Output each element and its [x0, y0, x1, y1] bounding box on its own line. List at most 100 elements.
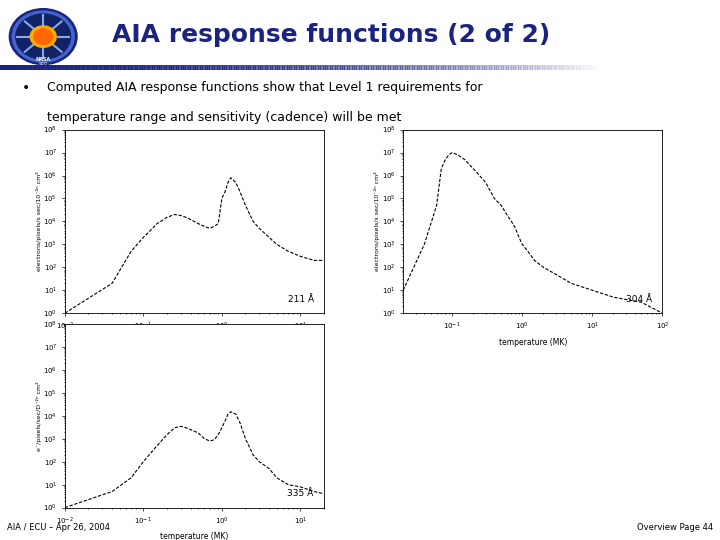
Bar	[65, 65, 68, 70]
Bar	[260, 65, 263, 70]
Bar	[17, 65, 19, 70]
Bar	[431, 65, 433, 70]
Bar	[200, 65, 202, 70]
Bar	[274, 65, 277, 70]
Bar	[96, 65, 99, 70]
Bar	[166, 65, 168, 70]
Bar	[63, 65, 65, 70]
Bar	[464, 65, 467, 70]
Bar	[544, 65, 546, 70]
Bar	[60, 65, 63, 70]
Bar	[210, 65, 212, 70]
Bar	[385, 65, 387, 70]
Bar	[58, 65, 60, 70]
Text: temperature range and sensitivity (cadence) will be met: temperature range and sensitivity (caden…	[47, 111, 401, 124]
Circle shape	[16, 14, 71, 59]
Bar	[593, 65, 595, 70]
Bar	[508, 65, 510, 70]
Bar	[530, 65, 532, 70]
Bar	[494, 65, 496, 70]
Bar	[477, 65, 480, 70]
Text: AIA / ECU – Apr 26, 2004: AIA / ECU – Apr 26, 2004	[7, 523, 110, 532]
Bar	[698, 65, 701, 70]
Bar	[568, 65, 571, 70]
Bar	[306, 65, 308, 70]
Circle shape	[12, 11, 74, 62]
Bar	[313, 65, 315, 70]
Bar	[428, 65, 431, 70]
Bar	[310, 65, 313, 70]
Bar	[5, 65, 7, 70]
Bar	[301, 65, 303, 70]
Bar	[289, 65, 292, 70]
Bar	[715, 65, 718, 70]
Bar	[609, 65, 611, 70]
Bar	[120, 65, 123, 70]
Bar	[318, 65, 320, 70]
Bar	[693, 65, 696, 70]
Bar	[708, 65, 711, 70]
Bar	[552, 65, 554, 70]
Bar	[410, 65, 412, 70]
Bar	[147, 65, 149, 70]
Bar	[335, 65, 337, 70]
Bar	[328, 65, 330, 70]
Bar	[207, 65, 210, 70]
Bar	[142, 65, 145, 70]
Bar	[333, 65, 335, 70]
Bar	[438, 65, 441, 70]
Bar	[168, 65, 171, 70]
Bar	[400, 65, 402, 70]
Bar	[441, 65, 443, 70]
Bar	[501, 65, 503, 70]
Bar	[718, 65, 720, 70]
Bar	[597, 65, 600, 70]
Bar	[446, 65, 448, 70]
Bar	[691, 65, 693, 70]
Bar	[48, 65, 50, 70]
Bar	[387, 65, 390, 70]
Bar	[344, 65, 347, 70]
Bar	[219, 65, 222, 70]
Bar	[347, 65, 349, 70]
Bar	[380, 65, 383, 70]
Bar	[163, 65, 166, 70]
Bar	[138, 65, 140, 70]
Text: 211 Å: 211 Å	[287, 295, 314, 304]
Bar	[14, 65, 17, 70]
Bar	[510, 65, 513, 70]
Bar	[0, 65, 2, 70]
Bar	[149, 65, 152, 70]
Bar	[303, 65, 306, 70]
Bar	[641, 65, 643, 70]
Bar	[701, 65, 703, 70]
Bar	[417, 65, 419, 70]
Bar	[672, 65, 674, 70]
Bar	[308, 65, 310, 70]
Bar	[424, 65, 426, 70]
X-axis label: temperature (MK): temperature (MK)	[161, 532, 228, 540]
Bar	[270, 65, 272, 70]
Bar	[614, 65, 616, 70]
Bar	[351, 65, 354, 70]
Bar	[359, 65, 361, 70]
Bar	[75, 65, 77, 70]
Bar	[595, 65, 597, 70]
Bar	[634, 65, 636, 70]
Bar	[629, 65, 631, 70]
Bar	[643, 65, 645, 70]
Bar	[94, 65, 96, 70]
Bar	[231, 65, 233, 70]
Bar	[246, 65, 248, 70]
Bar	[645, 65, 648, 70]
Bar	[505, 65, 508, 70]
Bar	[648, 65, 650, 70]
Bar	[369, 65, 371, 70]
Bar	[188, 65, 190, 70]
Bar	[154, 65, 156, 70]
Bar	[229, 65, 231, 70]
Bar	[611, 65, 614, 70]
Bar	[284, 65, 287, 70]
Bar	[215, 65, 217, 70]
Bar	[125, 65, 127, 70]
